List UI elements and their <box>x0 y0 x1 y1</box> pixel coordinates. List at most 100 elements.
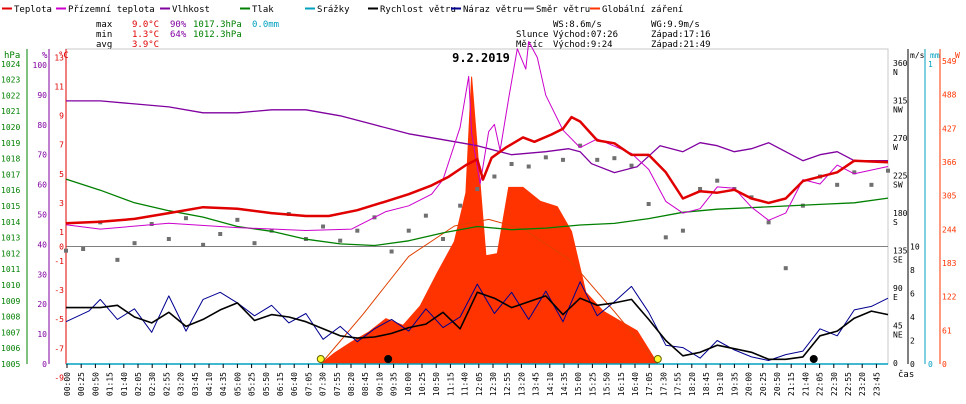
sunset-time: Západ:17:16 <box>651 30 711 40</box>
tick-label-degc: 11 <box>54 83 64 92</box>
tick-label-dir: 225 <box>893 172 908 181</box>
tick-label-hpa: 1020 <box>1 123 20 132</box>
tick-label-mm: 0 <box>928 360 933 369</box>
wind-direction-point <box>886 168 890 173</box>
tick-label-ms: 8 <box>910 266 915 275</box>
sunrise-time: Východ:07:26 <box>553 30 618 40</box>
legend-entry: Vlhkost <box>172 5 210 15</box>
wind-direction-point <box>115 257 120 262</box>
tick-label-hpa: 1013 <box>1 234 20 243</box>
wind-direction-point <box>509 162 514 167</box>
tick-label-dir: 180 <box>893 209 908 218</box>
time-tick-label: 21:15 <box>787 372 796 396</box>
tick-label-pct: 80 <box>37 121 47 130</box>
wind-direction-point <box>698 187 703 192</box>
legend-entry: Tlak <box>252 5 274 15</box>
wind-direction-point <box>252 241 257 246</box>
tick-label-hpa: 1005 <box>1 360 20 369</box>
time-tick-label: 04:35 <box>219 372 228 396</box>
axis-unit-pct: % <box>42 51 48 61</box>
time-tick-label: 08:20 <box>347 372 356 396</box>
moonrise-time: Východ:9:24 <box>553 40 613 50</box>
tick-label-wm2: 305 <box>942 192 957 201</box>
time-tick-label: 10:50 <box>432 372 441 396</box>
stats-avg-label: avg <box>96 40 112 50</box>
tick-label-dir: 315 <box>893 97 908 106</box>
tick-label-mm: 1 <box>928 60 933 69</box>
tick-label-hpa: 1010 <box>1 281 20 290</box>
chart-title: 9.2.2019 <box>452 51 510 65</box>
tick-label-pct: 50 <box>37 211 47 220</box>
tick-label-degc: -3 <box>54 286 64 295</box>
time-tick-label: 22:55 <box>844 372 853 396</box>
tick-label-pct: 70 <box>37 151 47 160</box>
legend-entry: Směr větru <box>536 5 590 15</box>
tick-label-ms: 0 <box>910 360 915 369</box>
tick-label-dir: SW <box>893 181 903 190</box>
tick-label-dir: 0 <box>893 359 898 368</box>
legend-entry: Rychlost větru <box>380 5 456 15</box>
tick-label-dir: SE <box>893 256 903 265</box>
wind-direction-point <box>321 224 326 229</box>
time-tick-label: 17:05 <box>645 372 654 396</box>
wind-direction-point <box>235 217 240 222</box>
wind-direction-point <box>578 143 583 148</box>
tick-label-hpa: 1014 <box>1 218 20 227</box>
time-tick-label: 06:40 <box>290 372 299 396</box>
wind-direction-point <box>869 182 874 187</box>
stats-max-humidity: 90% <box>170 20 187 30</box>
tick-label-degc: 1 <box>59 228 64 237</box>
tick-label-hpa: 1018 <box>1 155 20 164</box>
tick-label-pct: 30 <box>37 270 47 279</box>
time-tick-label: 13:20 <box>517 372 526 396</box>
tick-label-hpa: 1021 <box>1 107 20 116</box>
tick-label-dir: 90 <box>893 284 903 293</box>
wind-direction-point <box>389 249 394 254</box>
wind-direction-point <box>406 228 411 233</box>
tick-label-pct: 10 <box>37 330 47 339</box>
legend-entry: Přízemní teplota <box>68 5 155 15</box>
time-tick-label: 07:05 <box>304 372 313 396</box>
stats-min-label: min <box>96 30 112 40</box>
tick-label-degc: 9 <box>59 112 64 121</box>
tick-label-ms: 10 <box>910 243 920 252</box>
tick-label-dir: 135 <box>893 247 908 256</box>
tick-label-degc: 5 <box>59 170 64 179</box>
time-tick-label: 18:45 <box>702 372 711 396</box>
tick-label-dir: NW <box>893 106 903 115</box>
wind-direction-point <box>835 182 840 187</box>
time-tick-label: 10:00 <box>404 372 413 396</box>
moon-label: Měsíc <box>516 40 543 50</box>
time-axis-label: čas <box>898 369 914 380</box>
time-tick-label: 10:25 <box>418 372 427 396</box>
wind-direction-point <box>543 155 548 160</box>
time-tick-label: 18:20 <box>688 372 697 396</box>
axis-unit-hpa: hPa <box>4 51 20 61</box>
tick-label-wm2: 488 <box>942 91 957 100</box>
tick-label-dir: 360 <box>893 59 908 68</box>
tick-label-wm2: 366 <box>942 158 957 167</box>
stats-max-label: max <box>96 20 113 30</box>
legend-entry: Srážky <box>317 5 350 15</box>
series-wind-speed <box>66 291 889 361</box>
time-tick-label: 09:35 <box>390 372 399 396</box>
wind-direction-point <box>132 241 137 246</box>
tick-label-ms: 2 <box>910 337 915 346</box>
marker-sunrise <box>316 355 325 363</box>
tick-label-ms: 6 <box>910 290 915 299</box>
wind-direction-point <box>81 247 86 252</box>
wind-direction-point <box>715 178 720 183</box>
tick-label-dir: N <box>893 68 898 77</box>
wind-direction-point <box>783 266 788 271</box>
time-tick-label: 17:30 <box>659 372 668 396</box>
wind-max-gust: WG:9.9m/s <box>651 20 700 30</box>
sun-label: Slunce <box>516 30 549 40</box>
time-tick-label: 08:45 <box>361 372 370 396</box>
time-tick-label: 01:40 <box>120 372 129 396</box>
time-tick-label: 05:00 <box>233 372 242 396</box>
tick-label-hpa: 1024 <box>1 60 20 69</box>
wind-direction-point <box>646 202 651 207</box>
legend-entry: Teplota <box>14 5 52 15</box>
axis-unit-ms: m/s <box>910 51 925 60</box>
